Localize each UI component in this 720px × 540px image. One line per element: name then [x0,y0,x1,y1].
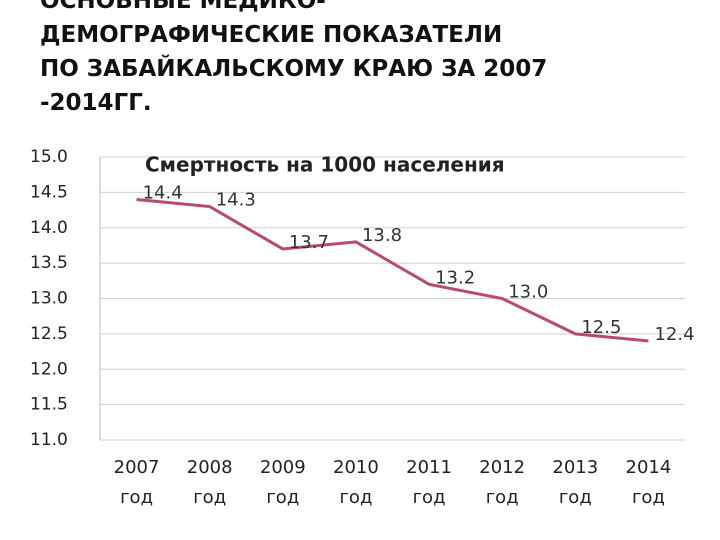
y-tick-label: 13.5 [30,253,68,273]
y-tick-label: 13.0 [30,289,68,309]
slide-title: -2014ГГ. [40,90,152,116]
data-label: 14.4 [143,182,183,203]
data-label: 14.3 [216,190,256,211]
data-label: 12.4 [654,324,694,345]
y-tick-label: 15.0 [30,147,68,167]
x-tick-label: 2011 год [406,457,452,508]
x-tick-label: 2012 год [479,457,525,508]
y-tick-label: 12.5 [30,324,68,344]
slide-title: ОСНОВНЫЕ МЕДИКО- [40,0,326,14]
slide-title: ПО ЗАБАЙКАЛЬСКОМУ КРАЮ ЗА 2007 [40,54,547,82]
chart-title: Смертность на 1000 населения [145,153,505,177]
x-tick-label: 2010 год [333,457,379,508]
line [136,197,649,343]
slide-title: ДЕМОГРАФИЧЕСКИЕ ПОКАЗАТЕЛИ [40,22,502,48]
y-tick-label: 11.0 [30,430,68,450]
y-tick-label: 11.5 [30,395,68,415]
x-tick-label: 2009 год [260,457,306,508]
y-tick-label: 14.0 [30,218,68,238]
data-label: 13.8 [362,225,402,246]
x-tick-label: 2014 год [626,457,672,508]
x-tick-label: 2013 год [552,457,598,508]
x-tick-label: 2007 год [114,457,160,508]
y-tick-label: 12.0 [30,359,68,379]
data-label: 12.5 [581,317,621,338]
x-tick-label: 2008 год [187,457,233,508]
data-label: 13.2 [435,267,475,288]
data-label: 13.7 [289,232,329,253]
data-label: 13.0 [508,282,548,303]
y-tick-label: 14.5 [30,182,68,202]
